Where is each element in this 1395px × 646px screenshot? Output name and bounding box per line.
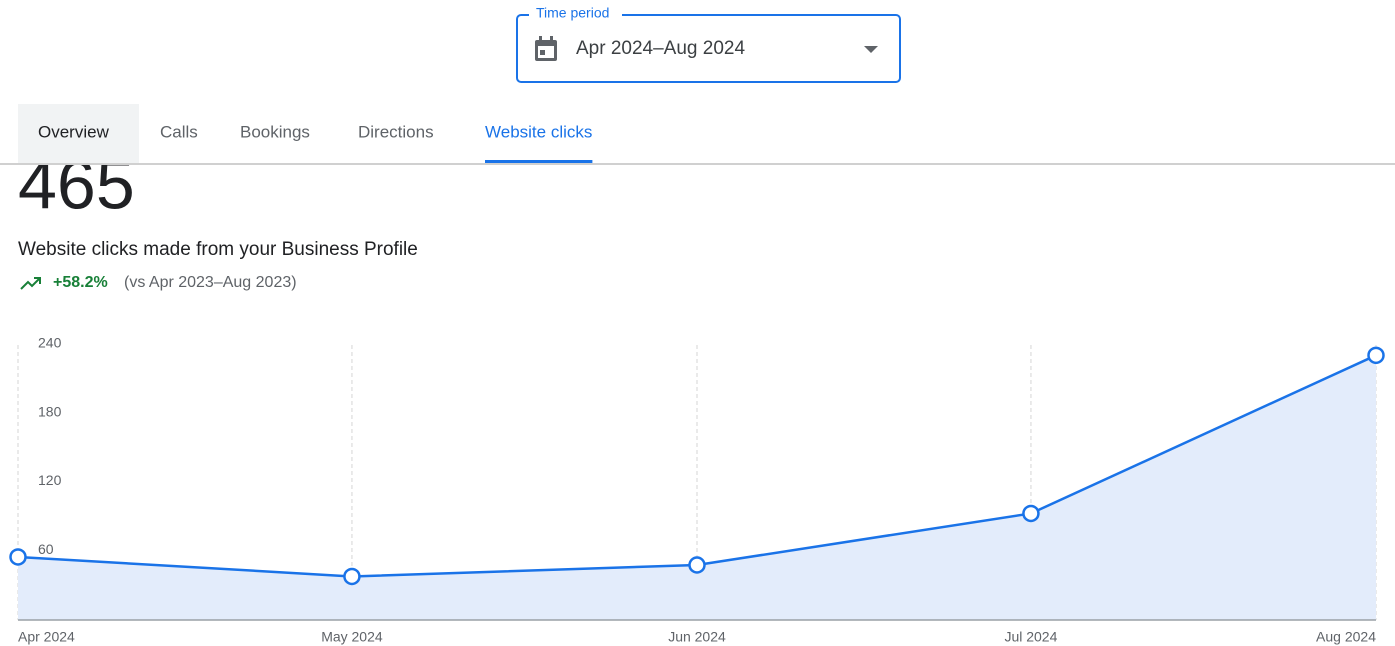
dropdown-box[interactable] [516,14,901,83]
area [18,355,1376,620]
tab[interactable]: Bookings [240,122,310,141]
y-tick-label: 240 [38,335,62,351]
point [1022,504,1040,523]
point [343,567,361,586]
chart: Apr 2024 May 2024 Jun 2024 Jul 2024 Aug 2024… [9,335,1385,645]
dropdown-arrow [864,46,878,53]
x-tick-label: May 2024 [321,629,383,645]
calendar-icon [535,36,557,61]
y-tick-label: 180 [38,403,62,419]
time-period-dropdown[interactable]: Time period Apr 2024–Aug 2024 [516,5,901,83]
tab[interactable]: Website clicks [485,122,592,141]
point [688,556,706,574]
tab-hover [18,104,139,163]
change: +58.2% [53,274,108,291]
point [1367,346,1385,365]
y-tick-label: 60 [38,541,54,557]
tab[interactable]: Directions [358,122,434,141]
y-tick-label: 120 [38,472,62,488]
x-tick-label: Apr 2024 [18,629,75,645]
header-shadow [0,163,1395,165]
dropdown-value: Apr 2024–Aug 2024 [576,38,745,59]
label-gap [529,6,622,22]
x-tick-label: Jun 2024 [668,629,726,645]
tab-indicator [485,160,593,163]
tab[interactable]: Overview [38,122,110,141]
trend-icon [20,277,41,290]
x-tick-label: Jul 2024 [1004,629,1057,645]
point [9,548,27,566]
x-tick-label: Aug 2024 [1316,629,1376,645]
description: Website clicks made from your Business P… [18,239,418,260]
tab[interactable]: Calls [160,122,198,141]
comparison: (vs Apr 2023–Aug 2023) [124,274,297,291]
dropdown-label: Time period [536,5,609,21]
